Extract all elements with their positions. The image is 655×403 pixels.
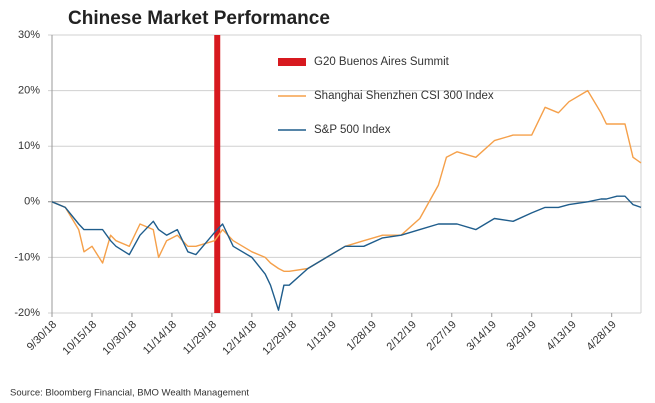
series-line — [51, 195, 642, 311]
x-tick-label: 1/28/19 — [345, 319, 379, 353]
legend-label: S&P 500 Index — [314, 124, 391, 136]
x-tick-label: 4/28/19 — [584, 319, 618, 353]
x-tick-label: 12/29/18 — [260, 319, 299, 358]
x-tick-label: 2/27/19 — [425, 319, 459, 353]
x-tick-label: 3/14/19 — [464, 319, 498, 353]
series-line — [51, 89, 642, 272]
y-tick-label: -20% — [14, 307, 40, 319]
x-tick-label: 12/14/18 — [220, 319, 259, 358]
source-note: Source: Bloomberg Financial, BMO Wealth … — [10, 388, 249, 399]
legend-label: Shanghai Shenzhen CSI 300 Index — [314, 90, 494, 102]
x-tick-label: 11/14/18 — [141, 319, 179, 357]
y-tick-label: -10% — [14, 251, 40, 263]
x-tick-label: 4/13/19 — [544, 319, 578, 353]
legend-swatch — [278, 58, 306, 66]
x-tick-label: 3/29/19 — [504, 319, 538, 353]
x-tick-label: 9/30/18 — [25, 319, 59, 353]
chart-title: Chinese Market Performance — [68, 8, 330, 29]
x-tick-label: 10/30/18 — [100, 319, 139, 358]
x-tick-label: 11/29/18 — [181, 319, 219, 357]
x-tick-label: 2/12/19 — [385, 319, 419, 353]
y-tick-label: 20% — [18, 85, 40, 97]
x-tick-label: 1/13/19 — [305, 319, 339, 353]
y-tick-label: 30% — [18, 29, 40, 41]
y-tick-label: 10% — [18, 140, 40, 152]
legend-label: G20 Buenos Aires Summit — [314, 56, 450, 68]
x-tick-label: 10/15/18 — [60, 319, 99, 358]
y-tick-label: 0% — [24, 196, 40, 208]
